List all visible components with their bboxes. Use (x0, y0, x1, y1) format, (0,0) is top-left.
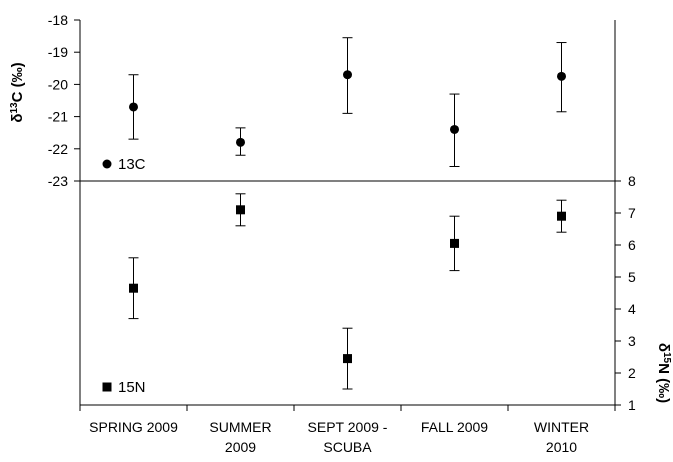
n15-y-tick-label: 7 (628, 205, 636, 221)
n15-y-tick-label: 5 (628, 269, 636, 285)
15N-point-1 (236, 205, 245, 215)
x-tick-label-1: SUMMER 2009 (209, 419, 271, 455)
15N-point-0 (129, 283, 138, 293)
c13-y-tick-label: -23 (48, 173, 68, 189)
c13-y-tick-label: -20 (48, 76, 68, 92)
x-tick-label-3: FALL 2009 (421, 419, 488, 435)
c13-y-tick-label: -18 (48, 12, 68, 28)
15N-legend-marker (102, 382, 112, 392)
13C-legend-label: 13C (118, 156, 146, 173)
x-tick-label-0: SPRING 2009 (89, 419, 178, 435)
13C-legend-marker (102, 159, 112, 169)
15N-point-3 (450, 238, 459, 248)
n15-y-tick-label: 2 (628, 365, 636, 381)
13C-point-1 (236, 137, 245, 147)
13C-point-0 (129, 102, 138, 112)
c13-y-tick-label: -22 (48, 141, 68, 157)
13C-point-4 (557, 71, 566, 81)
n15-y-tick-label: 3 (628, 333, 636, 349)
c13-y-axis-label: δ13C (‰) (9, 62, 27, 122)
n15-y-axis-label: δ15N (‰) (655, 343, 673, 403)
n15-y-tick-label: 1 (628, 397, 636, 413)
15N-legend-label: 15N (118, 379, 146, 396)
15N-point-2 (343, 354, 352, 364)
15N-point-4 (557, 211, 566, 221)
c13-y-tick-label: -21 (48, 109, 68, 125)
c13-y-tick-label: -19 (48, 44, 68, 60)
13C-point-3 (450, 124, 459, 134)
x-tick-label-4: WINTER 2010 (534, 419, 589, 455)
n15-y-tick-label: 6 (628, 237, 636, 253)
13C-point-2 (343, 70, 352, 80)
x-tick-label-2: SEPT 2009 -SCUBA (308, 419, 388, 455)
n15-y-tick-label: 8 (628, 173, 636, 189)
n15-y-tick-label: 4 (628, 301, 636, 317)
